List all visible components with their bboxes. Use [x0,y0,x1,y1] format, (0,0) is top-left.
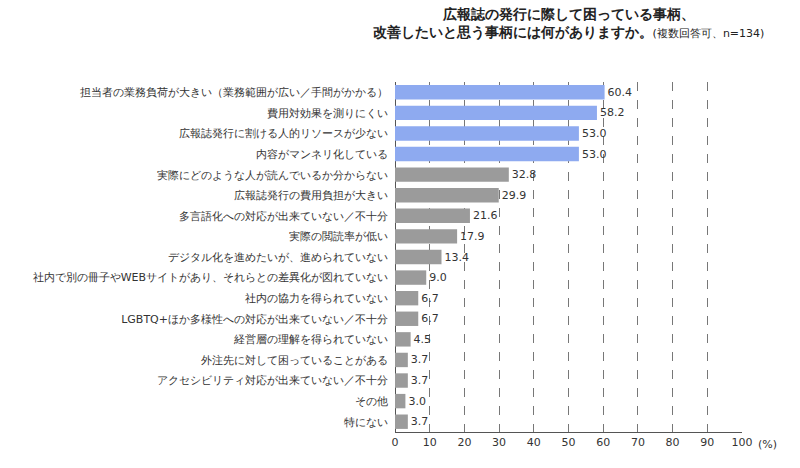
svg-text:担当者の業務負荷が大きい（業務範囲が広い／手間がかかる）: 担当者の業務負荷が大きい（業務範囲が広い／手間がかかる） [80,86,388,99]
svg-text:6.7: 6.7 [421,312,439,325]
svg-text:0: 0 [392,436,399,449]
svg-text:60.4: 60.4 [608,86,633,99]
svg-text:50: 50 [562,436,576,449]
svg-text:多言語化への対応が出来ていない／不十分: 多言語化への対応が出来ていない／不十分 [179,210,388,223]
svg-text:29.9: 29.9 [502,189,527,202]
svg-text:アクセシビリティ対応が出来ていない／不十分: アクセシビリティ対応が出来ていない／不十分 [157,374,388,387]
svg-text:13.4: 13.4 [445,251,470,264]
svg-text:58.2: 58.2 [600,106,625,119]
svg-text:その他: その他 [355,395,388,408]
svg-text:70: 70 [631,436,645,449]
svg-text:17.9: 17.9 [460,230,485,243]
svg-text:10: 10 [423,436,437,449]
svg-text:90: 90 [700,436,714,449]
svg-text:実際の閲読率が低い: 実際の閲読率が低い [289,230,388,243]
svg-text:3.7: 3.7 [411,353,429,366]
svg-text:4.5: 4.5 [414,333,432,346]
svg-text:実際にどのような人が読んでいるか分からない: 実際にどのような人が読んでいるか分からない [157,169,388,182]
svg-text:100: 100 [732,436,753,449]
svg-text:53.0: 53.0 [582,127,607,140]
svg-text:外注先に対して困っていることがある: 外注先に対して困っていることがある [201,354,388,367]
svg-text:3.0: 3.0 [408,395,426,408]
svg-text:20: 20 [457,436,471,449]
svg-text:9.0: 9.0 [429,271,447,284]
svg-text:32.8: 32.8 [512,168,537,181]
svg-text:特にない: 特にない [344,416,388,429]
svg-text:経営層の理解を得られていない: 経営層の理解を得られていない [233,333,388,346]
svg-text:3.7: 3.7 [411,374,429,387]
svg-text:(%): (%) [758,438,777,451]
svg-text:広報誌発行に割ける人的リソースが少ない: 広報誌発行に割ける人的リソースが少ない [179,127,388,140]
svg-text:デジタル化を進めたいが、進められていない: デジタル化を進めたいが、進められていない [168,251,388,264]
svg-text:社内で別の冊子やWEBサイトがあり、それらとの差異化が図れて: 社内で別の冊子やWEBサイトがあり、それらとの差異化が図れていない [33,271,388,284]
svg-text:53.0: 53.0 [582,148,607,161]
svg-text:60: 60 [596,436,610,449]
svg-text:3.7: 3.7 [411,415,429,428]
svg-text:LGBTQ+ほか多様性への対応が出来ていない／不十分: LGBTQ+ほか多様性への対応が出来ていない／不十分 [121,313,388,326]
svg-text:30: 30 [492,436,506,449]
svg-text:広報誌の発行に際して困っている事柄、改善したいと思う事柄には: 広報誌の発行に際して困っている事柄、改善したいと思う事柄には何がありますか。(複… [373,6,765,41]
svg-text:6.7: 6.7 [421,292,439,305]
svg-text:内容がマンネリ化している: 内容がマンネリ化している [256,148,388,161]
svg-text:40: 40 [527,436,541,449]
svg-text:社内の協力を得られていない: 社内の協力を得られていない [245,292,388,305]
svg-text:21.6: 21.6 [473,209,498,222]
svg-text:広報誌発行の費用負担が大きい: 広報誌発行の費用負担が大きい [234,189,388,202]
svg-text:80: 80 [666,436,680,449]
svg-text:費用対効果を測りにくい: 費用対効果を測りにくい [267,107,388,120]
